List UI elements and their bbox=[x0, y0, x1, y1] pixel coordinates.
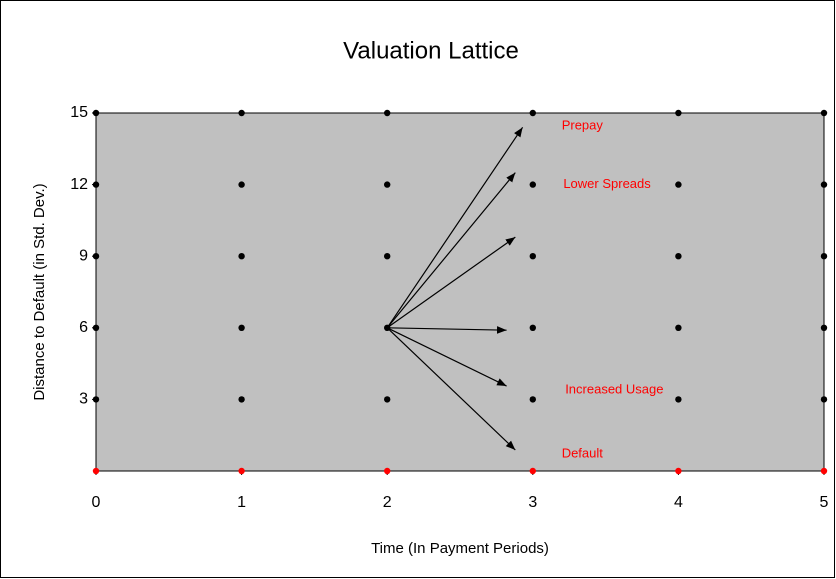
lattice-point bbox=[92, 396, 100, 403]
lattice-point bbox=[529, 324, 536, 331]
lattice-point bbox=[238, 181, 245, 188]
y-axis-title: Distance to Default (in Std. Dev.) bbox=[31, 183, 48, 400]
arrow bbox=[387, 326, 507, 334]
lattice-point bbox=[92, 109, 100, 117]
annotation: Prepay bbox=[562, 118, 604, 133]
lattice-point bbox=[238, 396, 245, 403]
x-tick-label: 5 bbox=[820, 494, 829, 511]
lattice-point bbox=[529, 181, 536, 188]
lattice-point bbox=[820, 324, 828, 331]
arrow bbox=[386, 172, 516, 329]
annotation: Lower Spreads bbox=[563, 176, 651, 191]
x-axis-title: Time (In Payment Periods) bbox=[371, 540, 549, 557]
arrow bbox=[386, 126, 524, 329]
lattice-point bbox=[92, 324, 100, 331]
lattice-point bbox=[820, 396, 828, 403]
lattice-point bbox=[92, 467, 100, 475]
y-tick-label: 12 bbox=[70, 176, 88, 193]
lattice-point bbox=[675, 109, 682, 117]
lattice-point bbox=[820, 467, 828, 475]
lattice-point bbox=[384, 109, 391, 117]
lattice-point bbox=[92, 253, 100, 260]
lattice-point bbox=[384, 253, 391, 260]
lattice-point bbox=[238, 324, 245, 331]
lattice-point bbox=[820, 253, 828, 260]
y-tick-label: 9 bbox=[79, 247, 88, 264]
lattice-point bbox=[529, 109, 536, 117]
annotation: Default bbox=[562, 446, 604, 461]
lattice-point bbox=[820, 109, 828, 117]
chart-title: Valuation Lattice bbox=[343, 37, 519, 64]
lattice-point bbox=[238, 109, 245, 117]
lattice-point bbox=[675, 324, 682, 331]
y-tick-label: 15 bbox=[70, 104, 88, 121]
lattice-point bbox=[529, 467, 536, 475]
y-tick-label: 3 bbox=[79, 391, 88, 408]
lattice-point bbox=[675, 181, 682, 188]
x-tick-label: 3 bbox=[528, 494, 537, 511]
arrow bbox=[386, 327, 516, 451]
lattice-point bbox=[529, 253, 536, 260]
lattice-point bbox=[820, 181, 828, 188]
lattice-point bbox=[675, 396, 682, 403]
lattice-point bbox=[238, 253, 245, 260]
lattice-point bbox=[238, 467, 245, 475]
x-tick-label: 2 bbox=[383, 494, 392, 511]
x-tick-label: 1 bbox=[237, 494, 246, 511]
lattice-point bbox=[384, 467, 391, 475]
arrow bbox=[386, 327, 507, 387]
lattice-point bbox=[384, 396, 391, 403]
arrow bbox=[386, 236, 516, 329]
lattice-point bbox=[675, 253, 682, 260]
lattice-point bbox=[675, 467, 682, 475]
annotation: Increased Usage bbox=[565, 381, 663, 396]
y-tick-label: 6 bbox=[79, 319, 88, 336]
lattice-point bbox=[384, 181, 391, 188]
plot-area bbox=[95, 112, 825, 472]
lattice-point bbox=[92, 181, 100, 188]
x-tick-label: 4 bbox=[674, 494, 683, 511]
x-tick-label: 0 bbox=[92, 494, 101, 511]
lattice-point bbox=[529, 396, 536, 403]
